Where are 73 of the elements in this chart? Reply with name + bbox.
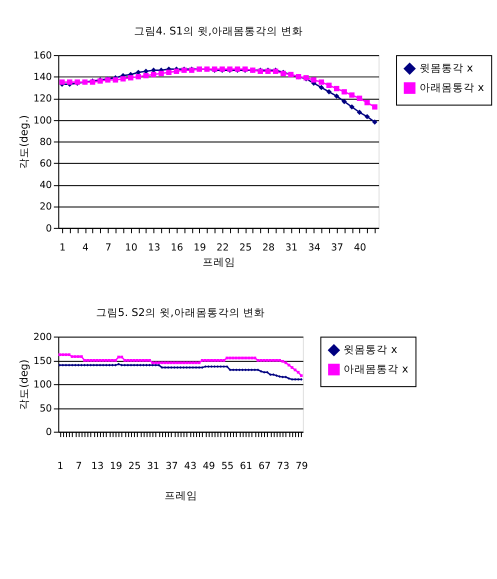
point [143, 72, 149, 78]
x-tick-label: 28 [262, 242, 275, 254]
x-tick-label: 1 [57, 461, 64, 472]
point [364, 114, 370, 120]
x-axis-title: 프레임 [202, 255, 236, 268]
y-tick-label: 60 [40, 158, 52, 170]
point [158, 70, 164, 76]
x-tick-label: 19 [194, 242, 206, 254]
x-tick-label: 37 [330, 242, 344, 254]
x-tick-label: 19 [110, 461, 122, 472]
x-tick-label: 79 [296, 461, 308, 472]
x-tick-label: 7 [105, 242, 112, 254]
point [318, 79, 324, 85]
point [349, 104, 355, 110]
x-tick-label: 49 [202, 461, 216, 472]
point [372, 104, 378, 110]
point [334, 86, 340, 92]
x-tick-label: 34 [308, 242, 320, 254]
x-tick-label: 43 [184, 461, 196, 472]
x-tick-label: 25 [239, 242, 252, 254]
y-tick-label: 0 [46, 427, 52, 438]
point [342, 89, 347, 94]
y-tick-label: 0 [46, 223, 52, 234]
point [128, 75, 134, 80]
point [174, 68, 180, 74]
x-tick-label: 31 [147, 461, 160, 472]
x-axis-title: 프레임 [164, 489, 198, 502]
point [318, 84, 324, 90]
x-tick-label: 73 [277, 461, 290, 472]
legend-label: 윗몸통각 x [344, 343, 398, 356]
point [166, 70, 172, 76]
y-tick-label: 120 [33, 94, 52, 105]
x-tick-label: 22 [216, 242, 229, 254]
y-tick-label: 200 [33, 332, 52, 343]
point [356, 96, 362, 101]
x-tick-label: 31 [285, 242, 298, 254]
legend-label: 아래몸통각 x [419, 81, 484, 94]
chart-title: 그림5. S2의 윗,아래몸통각의 변화 [96, 306, 266, 320]
x-tick-label: 13 [148, 242, 160, 254]
point [334, 93, 340, 99]
x-tick-label: 10 [125, 242, 138, 254]
x-tick-label: 55 [221, 461, 234, 472]
y-tick-label: 160 [33, 50, 52, 62]
x-tick-label: 61 [240, 461, 252, 472]
y-tick-label: 140 [33, 72, 52, 84]
x-tick-label: 67 [258, 461, 271, 472]
y-tick-label: 80 [40, 136, 52, 148]
y-tick-label: 100 [33, 380, 52, 391]
point [326, 82, 332, 88]
y-tick-label: 20 [40, 202, 52, 213]
x-tick-label: 7 [76, 461, 82, 472]
point [349, 92, 355, 98]
legend-label: 아래몸통각 x [344, 362, 408, 376]
legend-label: 윗몸통각 x [419, 62, 474, 75]
x-tick-label: 4 [82, 242, 89, 254]
y-axis-title: 각도(deg) [18, 359, 31, 410]
y-tick-label: 50 [40, 403, 52, 414]
point [67, 79, 72, 85]
x-tick-label: 13 [91, 461, 104, 472]
x-tick-label: 1 [59, 242, 66, 254]
y-axis-title: 각도(deg.) [18, 115, 31, 169]
x-tick-label: 37 [166, 461, 178, 472]
y-tick-label: 40 [40, 180, 52, 192]
x-tick-label: 40 [354, 242, 366, 254]
y-tick-label: 150 [33, 356, 52, 367]
x-tick-label: 25 [128, 461, 141, 472]
y-tick-label: 100 [33, 115, 52, 126]
point [120, 76, 126, 82]
point [136, 74, 141, 80]
point [311, 77, 316, 83]
point [364, 100, 370, 106]
chart-title: 그림4. S1의 윗,아래몸통각의 변화 [134, 24, 304, 38]
x-tick-label: 16 [170, 242, 184, 254]
